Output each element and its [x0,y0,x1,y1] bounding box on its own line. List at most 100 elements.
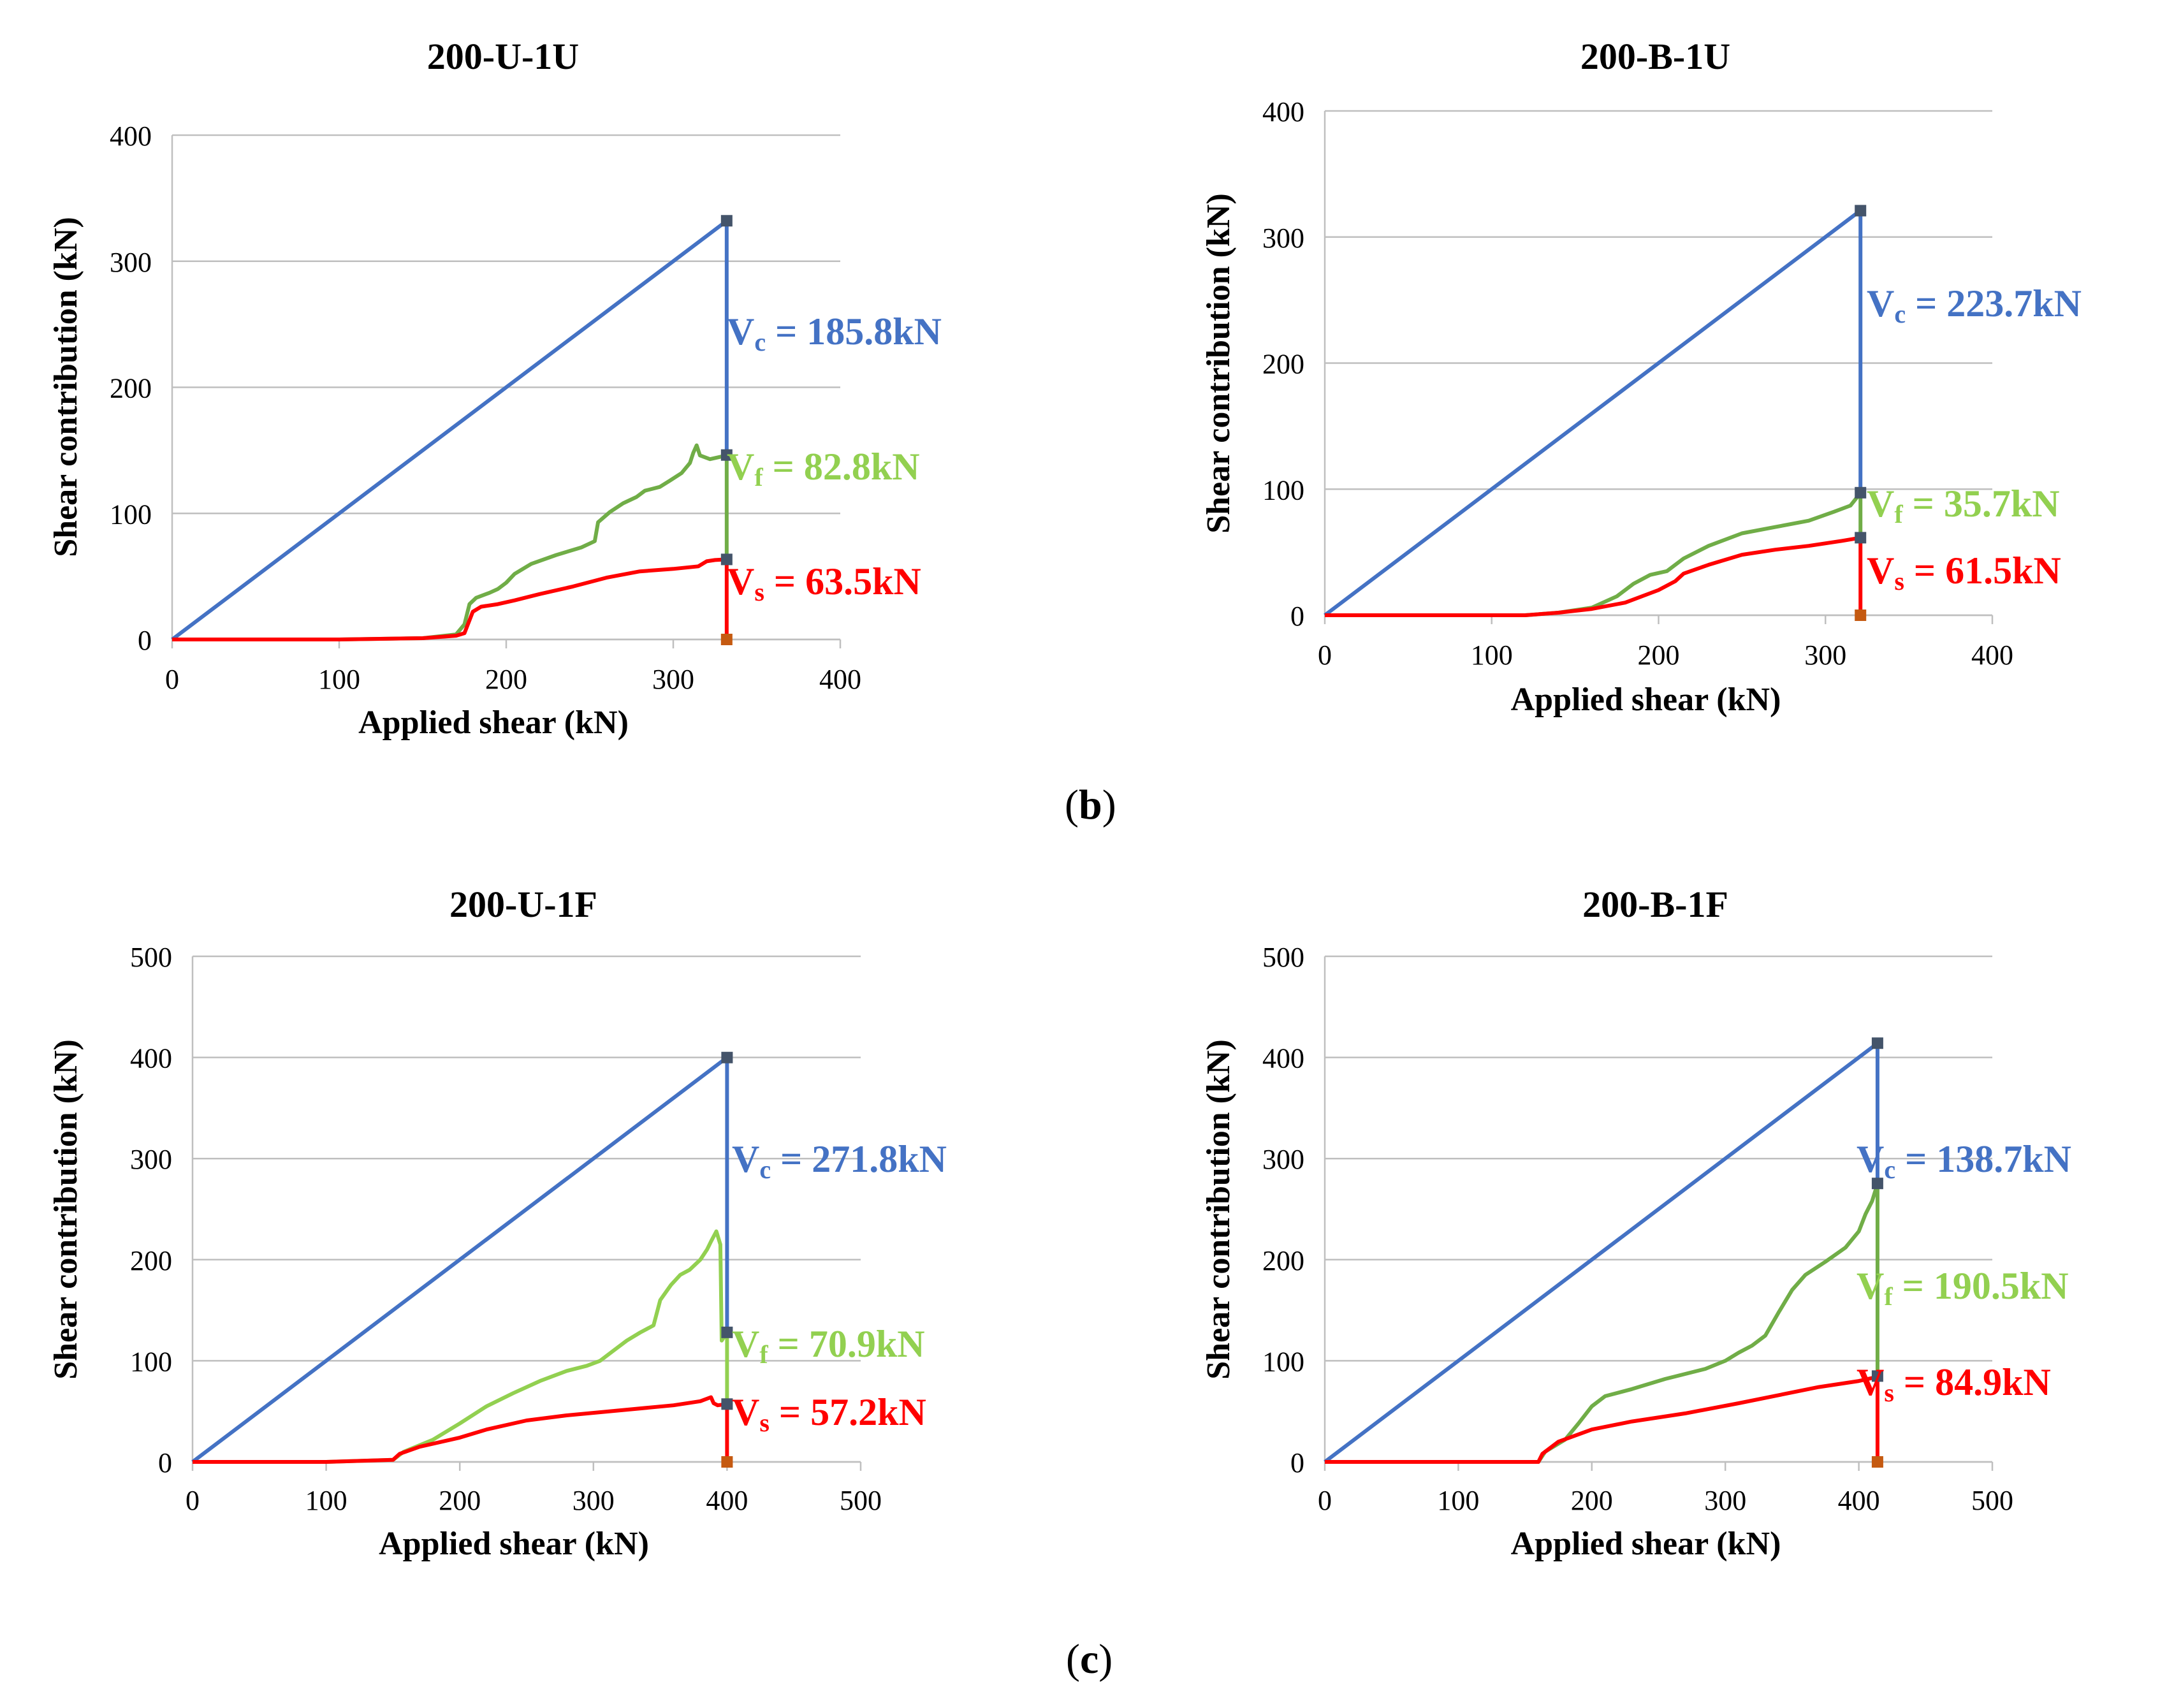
x-axis-label: Applied shear (kN) [358,704,629,741]
x-tick-label: 100 [1471,639,1513,671]
value-label-Vf: Vf = 35.7kN [1867,483,2060,529]
panel-label-c: (c) [1066,1636,1113,1682]
x-tick-label: 100 [1437,1485,1479,1516]
chart-200-U-1F: 0 100 200 300 400 500 0 100 200 300 400 500 200-U-1F… [48,884,947,1562]
marker-base [720,634,733,645]
marker-point [1871,1037,1883,1049]
x-tick-label: 400 [1971,639,2013,671]
value-label-Vs: Vs = 84.9kN [1857,1361,2051,1407]
x-tick-label: 300 [1804,639,1846,671]
x-tick-label: 0 [1318,1485,1332,1516]
x-tick-label: 0 [186,1485,200,1516]
value-label-Vc: Vc = 223.7kN [1867,282,2082,328]
chart-title: 200-U-1U [427,36,579,77]
value-label-Vc: Vc = 185.8kN [727,310,942,356]
x-tick-label: 400 [1838,1485,1880,1516]
chart-title: 200-B-1U [1580,36,1730,77]
y-tick-label: 100 [1262,474,1304,506]
series-line-Vf [1325,1183,1879,1464]
series-line-Vf [172,443,727,641]
x-tick-label: 500 [1971,1485,2013,1516]
marker-base [1871,1456,1883,1468]
y-tick-label: 400 [1262,96,1304,128]
y-tick-label: 400 [130,1043,172,1074]
series-line-Vc [191,1056,729,1464]
series-line-Vs [1325,536,1861,617]
y-tick-label: 200 [1262,1245,1304,1276]
x-axis-label: Applied shear (kN) [379,1526,649,1562]
panel-label-b: (b) [1065,782,1116,828]
x-tick-label: 100 [305,1485,347,1516]
series-line-Vc [1324,1042,1879,1464]
marker-point [1855,486,1867,499]
y-tick-label: 300 [110,247,152,278]
chart-title: 200-U-1F [449,884,597,925]
series-line-Vs [193,1395,727,1464]
y-tick-label: 300 [1262,1144,1304,1175]
y-axis-label: Shear contribution (kN) [1200,1039,1237,1380]
x-tick-label: 500 [840,1485,882,1516]
x-tick-label: 400 [819,664,861,695]
y-tick-label: 100 [110,499,152,530]
value-label-Vs: Vs = 61.5kN [1867,550,2061,595]
y-tick-label: 200 [130,1245,172,1276]
series-line-Vf [193,1229,729,1464]
y-tick-label: 200 [1262,349,1304,380]
y-tick-label: 100 [130,1346,172,1377]
series-line-Vc [1324,208,1862,617]
marker-point [1871,1370,1883,1382]
y-tick-label: 200 [110,373,152,404]
y-tick-label: 500 [130,942,172,973]
value-label-Vs: Vs = 63.5kN [727,560,921,606]
y-axis-label: Shear contribution (kN) [48,217,84,557]
x-axis-label: Applied shear (kN) [1511,682,1781,718]
chart-200-B-1F: 0 100 200 300 400 500 0 100 200 300 400 500 200-B-1F… [1200,884,2071,1562]
marker-base [1855,609,1867,621]
series-line-Vc [171,219,728,641]
y-tick-label: 400 [1262,1043,1304,1074]
y-tick-label: 100 [1262,1346,1304,1377]
marker-base [721,1456,733,1468]
x-tick-label: 200 [1571,1485,1613,1516]
marker-point [720,215,733,227]
x-tick-label: 0 [1318,639,1332,671]
y-tick-label: 0 [158,1447,172,1478]
x-tick-label: 300 [1704,1485,1746,1516]
series-line-Vs [172,557,727,641]
value-label-Vc: Vc = 271.8kN [732,1138,947,1184]
y-tick-label: 0 [1290,601,1304,632]
x-tick-label: 300 [573,1485,615,1516]
value-label-Vf: Vf = 190.5kN [1857,1265,2069,1311]
chart-title: 200-B-1F [1582,884,1728,925]
x-tick-label: 200 [485,664,527,695]
marker-point [1871,1178,1883,1190]
marker-point [721,1051,733,1063]
x-tick-label: 0 [165,664,179,695]
value-label-Vc: Vc = 138.7kN [1857,1138,2071,1184]
y-tick-label: 0 [1290,1447,1304,1478]
y-axis-label: Shear contribution (kN) [48,1039,84,1380]
y-tick-label: 300 [130,1144,172,1175]
value-label-Vs: Vs = 57.2kN [732,1391,926,1437]
y-tick-label: 400 [110,120,152,152]
marker-point [720,553,733,566]
marker-point [720,449,733,461]
x-axis-label: Applied shear (kN) [1511,1526,1781,1562]
series-line-Vs [1325,1374,1878,1464]
y-tick-label: 0 [138,625,152,656]
x-tick-label: 200 [1638,639,1680,671]
marker-point [1855,532,1867,544]
marker-point [1855,205,1867,217]
y-tick-label: 500 [1262,942,1304,973]
value-label-Vf: Vf = 70.9kN [732,1323,925,1369]
marker-point [721,1398,733,1410]
chart-200-B-1U: 0 100 200 300 400 0 100 200 300 400 200-B-1U Applie… [1200,36,2082,718]
x-tick-label: 400 [706,1485,748,1516]
chart-200-U-1U: 0 100 200 300 400 0 100 200 300 400 200-U-1U Applie… [48,36,942,741]
y-tick-label: 300 [1262,223,1304,254]
x-tick-label: 300 [652,664,694,695]
y-axis-label: Shear contribution (kN) [1200,193,1237,534]
x-tick-label: 100 [318,664,360,695]
x-tick-label: 200 [439,1485,481,1516]
value-label-Vf: Vf = 82.8kN [727,446,920,492]
